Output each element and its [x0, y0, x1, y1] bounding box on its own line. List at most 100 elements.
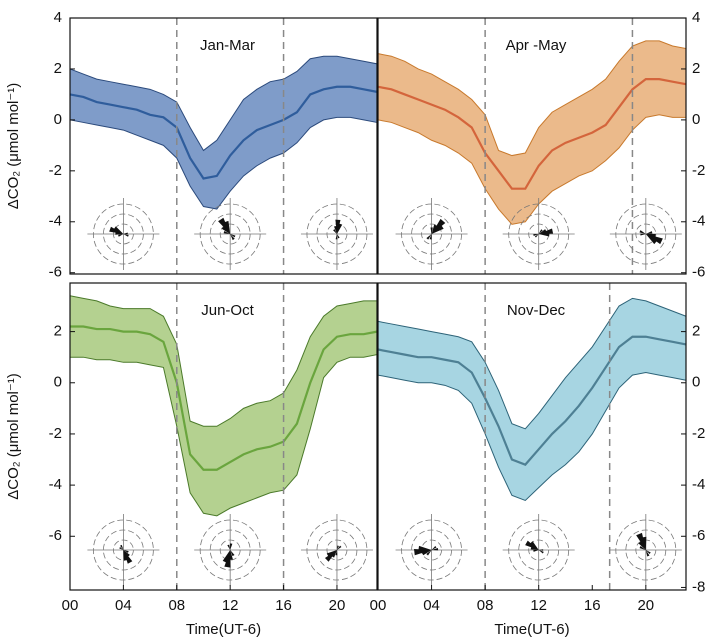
y-tick-label: 2: [692, 323, 700, 340]
wind-rose-wedge: [640, 233, 646, 236]
wind-rose-wedge: [229, 550, 233, 560]
wind-rose-wedge: [538, 232, 550, 237]
wind-rose-wedge: [123, 232, 128, 235]
wind-rose-wedge: [222, 550, 231, 563]
panel-frame: [377, 17, 687, 275]
wind-rose-wedge: [336, 234, 340, 239]
wind-rose-wedge: [538, 229, 543, 234]
wind-rose-wedge: [223, 220, 231, 234]
wind-rose-wedge: [430, 227, 433, 234]
wind-rose-wedge: [326, 550, 337, 557]
band: [377, 297, 687, 502]
wind-rose-wedge: [645, 231, 653, 234]
wind-rose-wedge: [529, 541, 539, 550]
wind-rose-wedge: [538, 229, 547, 234]
wind-rose-wedge: [115, 231, 124, 235]
mean-line: [69, 85, 378, 180]
wind-rose-wedge: [431, 224, 438, 234]
y-tick-label: 0: [54, 374, 62, 391]
wind-rose-wedge: [230, 543, 233, 550]
x-tick-label: 04: [115, 597, 132, 614]
wind-rose-wedge: [324, 550, 337, 562]
x-tick-label: 08: [168, 597, 185, 614]
y-tick-label: -6: [692, 527, 705, 544]
y-tick-label: -6: [692, 264, 705, 281]
x-tick-label: 00: [62, 597, 79, 614]
y-tick-label: 2: [54, 60, 62, 77]
panel-frame: [377, 282, 687, 591]
wind-rose-wedge: [113, 226, 124, 234]
mean-line: [377, 335, 687, 466]
mean-line: [377, 78, 687, 190]
y-tick-label: -4: [692, 213, 705, 230]
x-tick-label: 04: [423, 597, 440, 614]
panel-frame: [69, 282, 378, 591]
y-tick-label: -4: [49, 476, 62, 493]
mean-line: [70, 325, 378, 471]
wind-rose-wedge: [431, 548, 439, 551]
wind-rose-wedge: [227, 544, 231, 550]
wind-rose-wedge: [336, 545, 339, 550]
x-tick-label: 08: [477, 597, 494, 614]
wind-rose-wedge: [639, 230, 646, 234]
panel-frame: [69, 17, 378, 275]
wind-rose-wedge: [538, 549, 544, 551]
wind-rose-wedge: [119, 546, 124, 550]
wind-rose-wedge: [123, 550, 130, 557]
wind-rose-wedge: [639, 545, 646, 550]
wind-rose-wedge: [336, 545, 342, 550]
y-tick-label: 4: [692, 9, 700, 26]
y-tick-label: 2: [54, 323, 62, 340]
y-tick-label: -2: [692, 162, 705, 179]
wind-rose-wedge: [431, 218, 446, 234]
wind-rose-wedge: [426, 550, 432, 556]
wind-rose-wedge: [525, 540, 539, 550]
wind-rose-wedge: [426, 234, 432, 240]
wind-rose-wedge: [336, 223, 343, 234]
wind-rose-wedge: [123, 234, 129, 237]
wind-rose-wedge: [230, 550, 235, 557]
y-tick-label: -2: [49, 425, 62, 442]
wind-rose-wedge: [223, 230, 231, 234]
y-tick-label: -2: [49, 162, 62, 179]
wind-rose-wedge: [123, 550, 129, 553]
wind-rose-wedge: [333, 229, 337, 234]
panel-title: Nov-Dec: [507, 302, 566, 319]
wind-rose-wedge: [218, 217, 231, 234]
y-tick-label: -6: [49, 264, 62, 281]
wind-rose-wedge: [123, 550, 128, 561]
wind-rose-wedge: [429, 234, 432, 240]
wind-rose-wedge: [431, 224, 444, 234]
wind-rose-wedge: [331, 550, 337, 558]
wind-rose-wedge: [221, 226, 231, 234]
wind-rose-wedge: [118, 234, 124, 237]
wind-rose-wedge: [645, 234, 658, 245]
y-tick-label: 0: [692, 111, 700, 128]
wind-rose-wedge: [334, 225, 337, 234]
wind-rose-wedge: [418, 545, 432, 551]
panel-title: Jan-Mar: [200, 37, 255, 54]
wind-rose-wedge: [645, 550, 651, 555]
wind-rose-wedge: [431, 545, 437, 550]
x-tick-label: 16: [275, 597, 292, 614]
panel-title: Apr -May: [506, 37, 567, 54]
y-tick-label: 0: [692, 374, 700, 391]
wind-rose-wedge: [230, 234, 236, 238]
x-axis-label: Time(UT-6): [186, 621, 261, 638]
wind-rose-wedge: [421, 550, 432, 556]
wind-rose-wedge: [533, 549, 539, 552]
wind-rose-wedge: [230, 234, 235, 241]
band: [69, 55, 378, 210]
band: [377, 40, 687, 225]
x-tick-label: 16: [584, 597, 601, 614]
panel-title: Jun-Oct: [201, 302, 254, 319]
x-tick-label: 00: [370, 597, 387, 614]
x-tick-label: 20: [637, 597, 654, 614]
wind-rose-wedge: [530, 546, 539, 550]
y-tick-label: -4: [49, 213, 62, 230]
wind-rose-wedge: [533, 234, 539, 237]
wind-rose-wedge: [534, 234, 539, 238]
wind-rose-wedge: [120, 544, 124, 550]
